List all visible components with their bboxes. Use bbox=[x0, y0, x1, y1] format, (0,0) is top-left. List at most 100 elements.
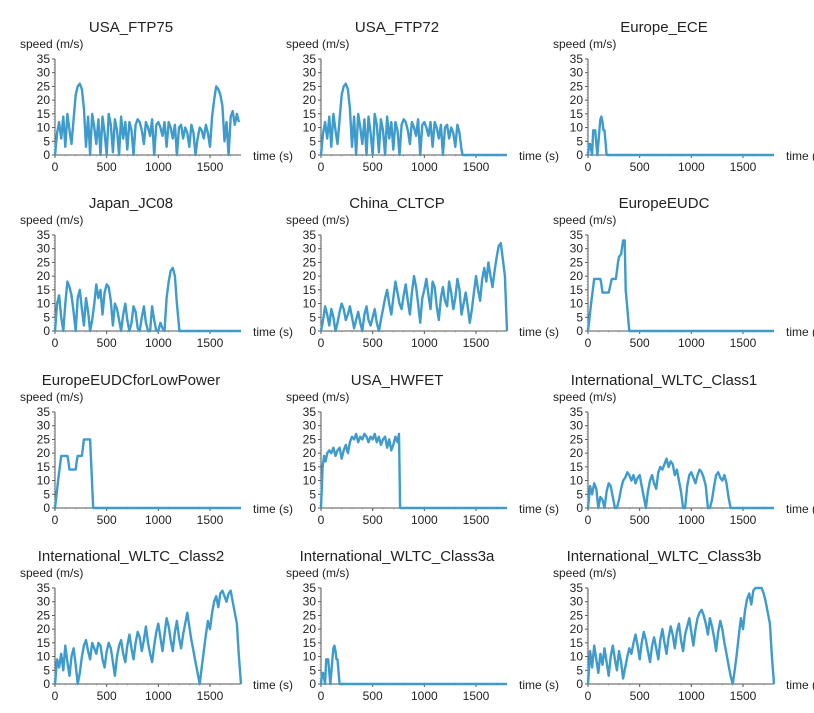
x-tick-label: 1000 bbox=[678, 513, 705, 527]
x-tick-label: 0 bbox=[52, 160, 59, 174]
y-tick-label: 15 bbox=[37, 460, 51, 474]
y-tick-label: 0 bbox=[309, 148, 316, 162]
y-tick-label: 20 bbox=[37, 622, 51, 636]
y-tick-label: 10 bbox=[37, 474, 51, 488]
y-tick-label: 20 bbox=[570, 446, 584, 460]
y-tick-label: 25 bbox=[37, 432, 51, 446]
y-tick-label: 20 bbox=[570, 622, 584, 636]
chart-title: International_WLTC_Class1 bbox=[571, 372, 757, 389]
series-line bbox=[586, 457, 774, 510]
y-tick-label: 15 bbox=[303, 283, 317, 297]
y-tick-label: 20 bbox=[37, 446, 51, 460]
chart-title: USA_FTP72 bbox=[355, 19, 439, 36]
y-tick-label: 30 bbox=[303, 595, 317, 609]
x-tick-label: 1500 bbox=[730, 513, 757, 527]
chart-title: USA_HWFET bbox=[351, 372, 444, 389]
y-tick-label: 15 bbox=[37, 107, 51, 121]
y-tick-label: 5 bbox=[576, 310, 583, 324]
y-tick-label: 35 bbox=[303, 581, 317, 595]
y-tick-label: 25 bbox=[37, 608, 51, 622]
x-tick-label: 500 bbox=[363, 160, 383, 174]
y-tick-label: 10 bbox=[37, 121, 51, 135]
x-tick-label: 500 bbox=[97, 160, 117, 174]
x-tick-label: 0 bbox=[52, 689, 59, 703]
y-tick-label: 30 bbox=[37, 595, 51, 609]
y-tick-label: 10 bbox=[303, 297, 317, 311]
y-axis-label: speed (m/s) bbox=[553, 390, 616, 404]
y-tick-label: 5 bbox=[309, 310, 316, 324]
y-tick-label: 30 bbox=[303, 242, 317, 256]
y-tick-label: 20 bbox=[570, 269, 584, 283]
x-axis-label: time (s) bbox=[519, 678, 559, 692]
x-tick-label: 1000 bbox=[678, 689, 705, 703]
chart-title: Japan_JC08 bbox=[89, 195, 173, 212]
x-tick-label: 1500 bbox=[463, 513, 490, 527]
y-axis-label: speed (m/s) bbox=[553, 213, 616, 227]
y-tick-label: 15 bbox=[570, 107, 584, 121]
y-tick-label: 35 bbox=[37, 581, 51, 595]
y-axis-label: speed (m/s) bbox=[553, 566, 616, 580]
y-tick-label: 5 bbox=[43, 134, 50, 148]
y-axis-label: speed (m/s) bbox=[553, 37, 616, 51]
y-tick-label: 10 bbox=[37, 650, 51, 664]
x-tick-label: 1000 bbox=[678, 336, 705, 350]
y-axis-label: speed (m/s) bbox=[286, 390, 349, 404]
x-axis-label: time (s) bbox=[786, 149, 814, 163]
y-axis-label: speed (m/s) bbox=[20, 213, 83, 227]
chart-title: China_CLTCP bbox=[349, 195, 445, 212]
x-tick-label: 1000 bbox=[145, 160, 172, 174]
chart-title: EuropeEUDC bbox=[619, 195, 710, 212]
y-tick-label: 5 bbox=[576, 134, 583, 148]
y-tick-label: 0 bbox=[309, 324, 316, 338]
y-tick-label: 5 bbox=[43, 663, 50, 677]
y-tick-label: 0 bbox=[43, 501, 50, 515]
y-tick-label: 10 bbox=[303, 474, 317, 488]
y-tick-label: 15 bbox=[37, 283, 51, 297]
y-tick-label: 5 bbox=[576, 487, 583, 501]
y-tick-label: 20 bbox=[570, 93, 584, 107]
y-tick-label: 25 bbox=[570, 255, 584, 269]
y-axis-label: speed (m/s) bbox=[20, 390, 83, 404]
x-tick-label: 1500 bbox=[197, 689, 224, 703]
y-tick-label: 35 bbox=[303, 228, 317, 242]
y-tick-label: 10 bbox=[303, 121, 317, 135]
y-tick-label: 35 bbox=[570, 228, 584, 242]
x-tick-label: 1000 bbox=[411, 336, 438, 350]
y-axis-label: speed (m/s) bbox=[286, 566, 349, 580]
y-tick-label: 15 bbox=[570, 283, 584, 297]
y-axis-label: speed (m/s) bbox=[286, 37, 349, 51]
y-tick-label: 0 bbox=[43, 677, 50, 691]
y-tick-label: 25 bbox=[570, 79, 584, 93]
x-tick-label: 500 bbox=[97, 689, 117, 703]
y-tick-label: 15 bbox=[570, 636, 584, 650]
y-tick-label: 0 bbox=[309, 677, 316, 691]
x-tick-label: 500 bbox=[630, 160, 650, 174]
x-tick-label: 1000 bbox=[145, 336, 172, 350]
y-tick-label: 0 bbox=[43, 148, 50, 162]
x-tick-label: 1500 bbox=[730, 336, 757, 350]
x-tick-label: 1000 bbox=[678, 160, 705, 174]
x-tick-label: 1500 bbox=[463, 160, 490, 174]
y-tick-label: 20 bbox=[303, 93, 317, 107]
y-tick-label: 25 bbox=[37, 255, 51, 269]
x-tick-label: 1500 bbox=[463, 336, 490, 350]
chart-title: Europe_ECE bbox=[620, 19, 708, 36]
x-tick-label: 1500 bbox=[197, 336, 224, 350]
y-tick-label: 15 bbox=[570, 460, 584, 474]
x-tick-label: 0 bbox=[52, 513, 59, 527]
x-tick-label: 500 bbox=[97, 336, 117, 350]
y-tick-label: 30 bbox=[37, 66, 51, 80]
x-axis-label: time (s) bbox=[519, 149, 559, 163]
y-tick-label: 5 bbox=[309, 663, 316, 677]
x-axis-label: time (s) bbox=[253, 325, 293, 339]
y-tick-label: 35 bbox=[303, 405, 317, 419]
x-axis-label: time (s) bbox=[786, 325, 814, 339]
x-tick-label: 0 bbox=[585, 689, 592, 703]
x-tick-label: 1000 bbox=[145, 513, 172, 527]
x-tick-label: 1000 bbox=[411, 513, 438, 527]
